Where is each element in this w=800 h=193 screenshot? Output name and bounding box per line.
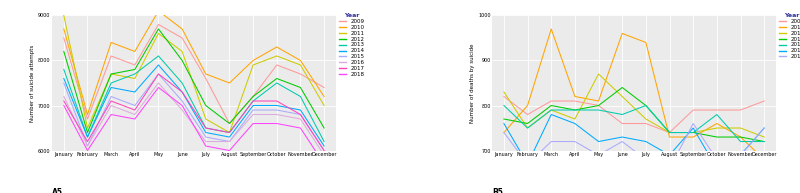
Legend: 2009, 2010, 2011, 2012, 2013, 2014, 2015: 2009, 2010, 2011, 2012, 2013, 2014, 2015 — [779, 13, 800, 60]
Text: B5.: B5. — [492, 188, 506, 193]
Legend: 2009, 2010, 2011, 2012, 2013, 2014, 2015, 2016, 2017, 2018: 2009, 2010, 2011, 2012, 2013, 2014, 2015… — [338, 13, 365, 77]
Text: A5.: A5. — [52, 188, 66, 193]
Y-axis label: Number of deaths by suicide: Number of deaths by suicide — [470, 43, 475, 123]
Y-axis label: Number of suicide attempts: Number of suicide attempts — [30, 44, 35, 122]
